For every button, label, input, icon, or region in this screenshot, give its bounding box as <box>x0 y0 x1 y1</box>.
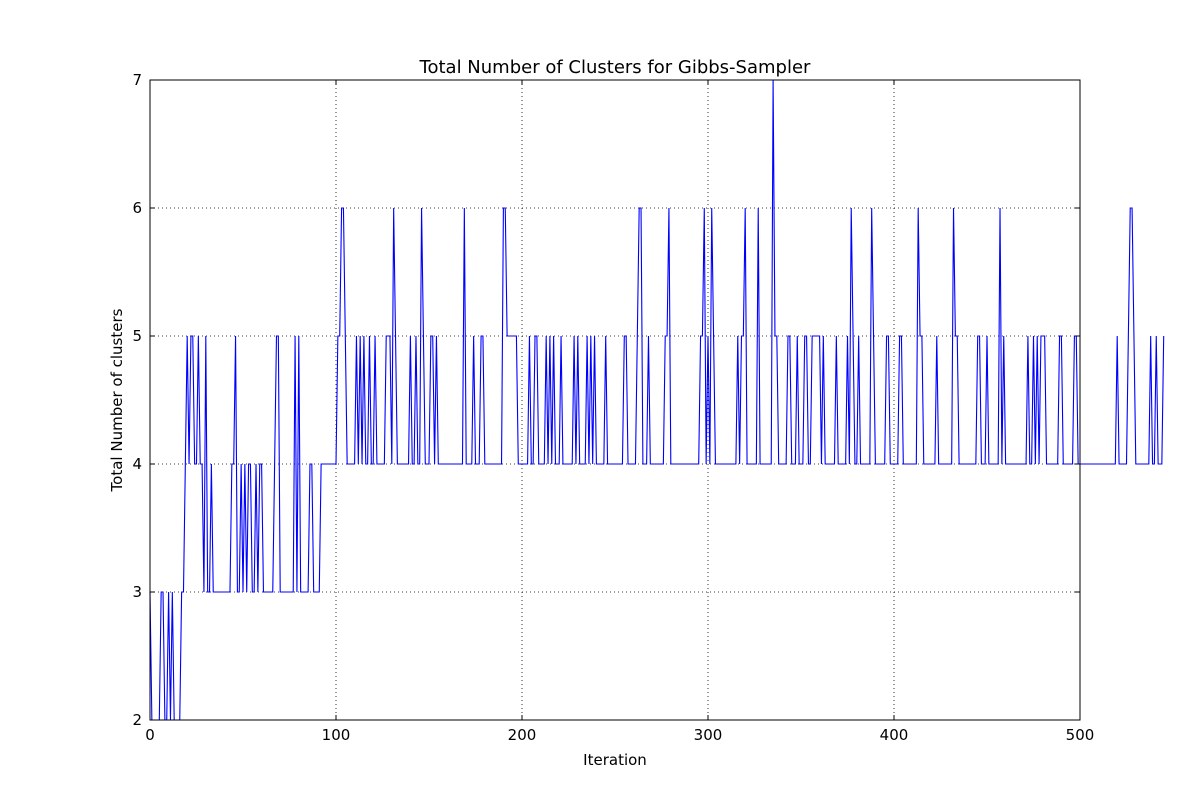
x-tick-label: 0 <box>145 726 155 744</box>
y-tick-label: 7 <box>132 71 142 89</box>
x-axis-label: Iteration <box>583 751 647 769</box>
x-tick-label: 500 <box>1066 726 1095 744</box>
y-tick-label: 5 <box>132 327 142 345</box>
y-tick-label: 2 <box>132 711 142 729</box>
series-line <box>149 79 1165 721</box>
x-tick-label: 100 <box>322 726 351 744</box>
chart-title: Total Number of Clusters for Gibbs-Sampl… <box>419 57 811 78</box>
y-axis-label: Total Number of clusters <box>108 308 126 492</box>
x-tick-label: 300 <box>694 726 723 744</box>
plot-area <box>149 79 1165 721</box>
axis-ticks: 0 100 200 300 400 500 2 3 4 5 6 7 <box>132 71 1094 744</box>
x-tick-label: 400 <box>880 726 909 744</box>
y-tick-label: 4 <box>132 455 142 473</box>
x-tick-label: 200 <box>508 726 537 744</box>
grid-lines <box>150 80 1080 720</box>
plot-frame <box>149 79 1081 721</box>
y-tick-label: 3 <box>132 583 142 601</box>
y-tick-label: 6 <box>132 199 142 217</box>
